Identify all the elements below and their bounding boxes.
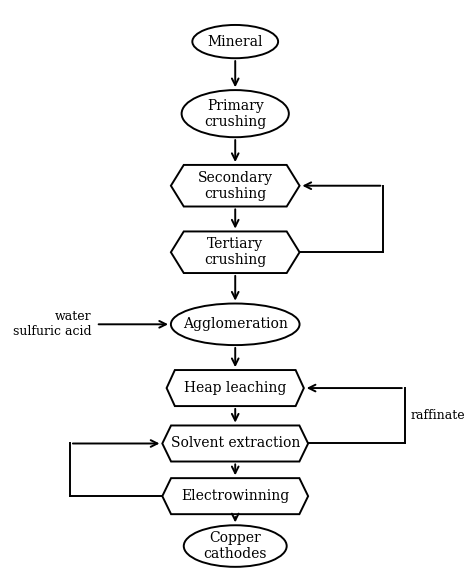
Text: Solvent extraction: Solvent extraction — [171, 436, 300, 451]
Polygon shape — [171, 165, 300, 207]
Text: Heap leaching: Heap leaching — [184, 381, 286, 395]
Text: Tertiary
crushing: Tertiary crushing — [204, 237, 266, 267]
Ellipse shape — [182, 90, 289, 137]
Text: water
sulfuric acid: water sulfuric acid — [13, 310, 91, 338]
Ellipse shape — [192, 25, 278, 58]
Ellipse shape — [171, 304, 300, 345]
Polygon shape — [162, 425, 308, 461]
Text: raffinate: raffinate — [411, 409, 465, 423]
Polygon shape — [166, 370, 304, 406]
Text: Copper
cathodes: Copper cathodes — [203, 531, 267, 561]
Text: Primary
crushing: Primary crushing — [204, 99, 266, 128]
Text: Mineral: Mineral — [208, 35, 263, 49]
Text: Secondary
crushing: Secondary crushing — [198, 171, 273, 201]
Text: Electrowinning: Electrowinning — [181, 489, 289, 503]
Polygon shape — [171, 231, 300, 273]
Ellipse shape — [184, 525, 287, 567]
Polygon shape — [162, 478, 308, 514]
Text: Agglomeration: Agglomeration — [183, 317, 288, 331]
